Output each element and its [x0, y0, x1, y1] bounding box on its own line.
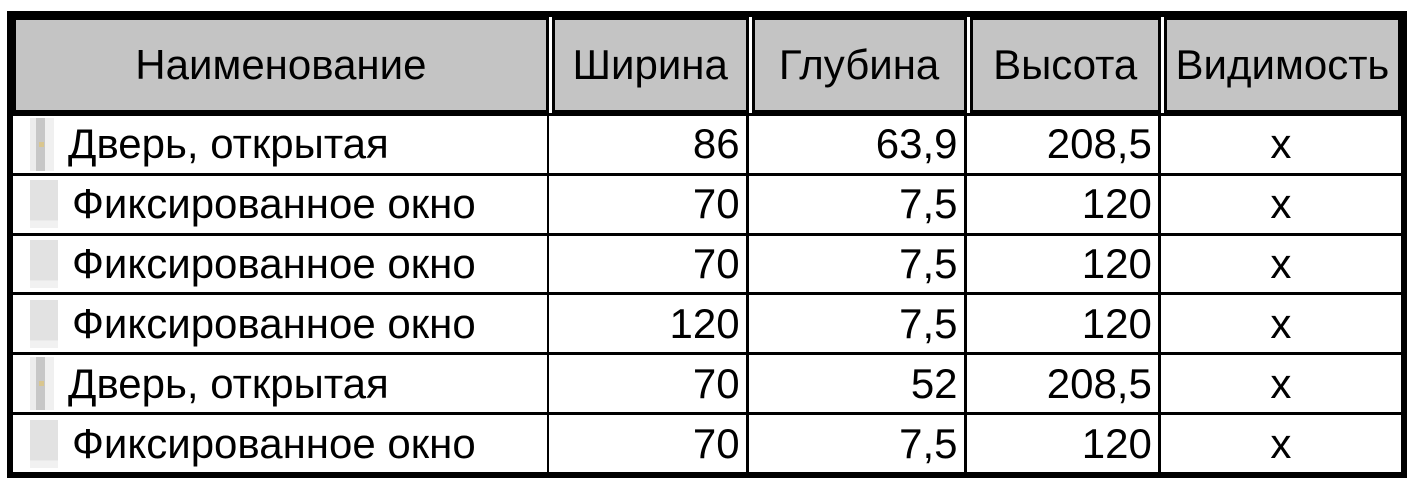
- name-cell[interactable]: Дверь, открытая: [13, 355, 549, 413]
- table-row[interactable]: Дверь, открытая 70 52 208,5 x: [13, 352, 1401, 413]
- column-header-depth[interactable]: Глубина: [751, 17, 967, 113]
- column-header-label: Глубина: [778, 41, 940, 88]
- name-cell[interactable]: Фиксированное окно: [13, 175, 549, 233]
- depth-cell[interactable]: 7,5: [749, 415, 967, 472]
- visibility-cell[interactable]: x: [1270, 359, 1292, 407]
- object-name: Дверь, открытая: [68, 120, 389, 168]
- depth-cell[interactable]: 63,9: [749, 116, 967, 173]
- name-cell[interactable]: Фиксированное окно: [13, 235, 549, 293]
- table-body: Дверь, открытая 86 63,9 208,5 x Фиксиров…: [13, 113, 1401, 472]
- width-cell[interactable]: 120: [549, 295, 749, 353]
- visibility-cell[interactable]: x: [1270, 180, 1292, 228]
- table-row[interactable]: Фиксированное окно 70 7,5 120 x: [13, 172, 1401, 233]
- width-cell[interactable]: 70: [549, 235, 749, 293]
- column-header-width[interactable]: Ширина: [551, 17, 749, 113]
- window-icon: [30, 180, 58, 229]
- depth-cell[interactable]: 7,5: [749, 295, 967, 353]
- height-cell[interactable]: 120: [967, 235, 1161, 293]
- door-icon: [30, 117, 54, 171]
- column-header-label: Высота: [993, 41, 1138, 88]
- height-cell[interactable]: 208,5: [967, 116, 1161, 173]
- object-name: Фиксированное окно: [72, 419, 476, 467]
- table-row[interactable]: Фиксированное окно 70 7,5 120 x: [13, 412, 1401, 472]
- table-row[interactable]: Фиксированное окно 120 7,5 120 x: [13, 292, 1401, 353]
- column-header-name[interactable]: Наименование: [13, 17, 549, 113]
- table-row[interactable]: Фиксированное окно 70 7,5 120 x: [13, 232, 1401, 293]
- width-cell[interactable]: 86: [549, 116, 749, 173]
- visibility-cell[interactable]: x: [1270, 240, 1292, 288]
- column-header-height[interactable]: Высота: [969, 17, 1161, 113]
- door-icon: [30, 357, 54, 411]
- name-cell[interactable]: Фиксированное окно: [13, 295, 549, 353]
- name-cell[interactable]: Фиксированное окно: [13, 415, 549, 472]
- window-icon: [30, 240, 58, 289]
- height-cell[interactable]: 208,5: [967, 355, 1161, 413]
- height-cell[interactable]: 120: [967, 295, 1161, 353]
- column-header-visibility[interactable]: Видимость: [1163, 17, 1401, 113]
- object-name: Дверь, открытая: [68, 359, 389, 407]
- visibility-cell[interactable]: x: [1270, 419, 1292, 467]
- height-cell[interactable]: 120: [967, 175, 1161, 233]
- name-cell[interactable]: Дверь, открытая: [13, 116, 549, 173]
- header-row: Наименование Ширина Глубина Высота Видим…: [13, 17, 1401, 113]
- width-cell[interactable]: 70: [549, 175, 749, 233]
- visibility-cell[interactable]: x: [1270, 120, 1292, 168]
- width-cell[interactable]: 70: [549, 355, 749, 413]
- schedule-table: Наименование Ширина Глубина Высота Видим…: [7, 11, 1407, 478]
- column-header-label: Ширина: [572, 41, 728, 88]
- depth-cell[interactable]: 7,5: [749, 235, 967, 293]
- table-row[interactable]: Дверь, открытая 86 63,9 208,5 x: [13, 116, 1401, 173]
- visibility-cell[interactable]: x: [1270, 299, 1292, 347]
- column-header-label: Видимость: [1175, 41, 1390, 88]
- column-header-label: Наименование: [135, 41, 427, 88]
- depth-cell[interactable]: 52: [749, 355, 967, 413]
- depth-cell[interactable]: 7,5: [749, 175, 967, 233]
- window-icon: [30, 419, 58, 468]
- object-name: Фиксированное окно: [72, 240, 476, 288]
- object-name: Фиксированное окно: [72, 180, 476, 228]
- window-icon: [30, 299, 58, 348]
- width-cell[interactable]: 70: [549, 415, 749, 472]
- object-name: Фиксированное окно: [72, 299, 476, 347]
- height-cell[interactable]: 120: [967, 415, 1161, 472]
